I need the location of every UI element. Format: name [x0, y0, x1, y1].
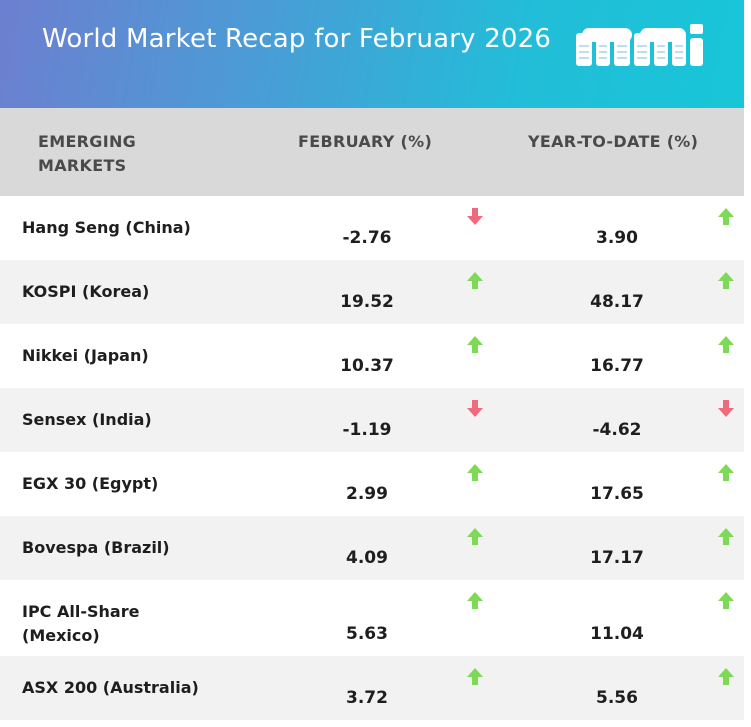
- feb-arrow-down-icon: [467, 208, 483, 226]
- ytd-arrow-up-icon: [718, 668, 734, 686]
- table-row: Bovespa (Brazil) 4.09 17.17: [0, 516, 744, 580]
- february-value: 3.72: [346, 688, 388, 708]
- february-value: 4.09: [346, 548, 388, 568]
- page-title: World Market Recap for February 2026: [42, 24, 552, 54]
- feb-arrow-up-icon: [467, 528, 483, 546]
- column-header-february: FEBRUARY (%): [298, 132, 433, 151]
- table-row: Hang Seng (China) -2.76 3.90: [0, 196, 744, 260]
- february-value: -1.19: [342, 420, 392, 440]
- ytd-value: 48.17: [590, 292, 644, 312]
- ytd-value: 17.17: [590, 548, 644, 568]
- mm-logo-icon: [576, 24, 703, 66]
- table-row: Sensex (India) -1.19 -4.62: [0, 388, 744, 452]
- feb-arrow-up-icon: [467, 272, 483, 290]
- table-row: KOSPI (Korea) 19.52 48.17: [0, 260, 744, 324]
- ytd-value: 17.65: [590, 484, 644, 504]
- column-header-ytd: YEAR-TO-DATE (%): [528, 132, 699, 151]
- feb-arrow-down-icon: [467, 400, 483, 418]
- ytd-arrow-up-icon: [718, 208, 734, 226]
- feb-arrow-up-icon: [467, 592, 483, 610]
- market-name: Sensex (India): [22, 410, 152, 429]
- february-value: 10.37: [340, 356, 394, 376]
- february-value: 2.99: [346, 484, 388, 504]
- market-name: ASX 200 (Australia): [22, 678, 199, 697]
- table-header: EMERGING MARKETS FEBRUARY (%) YEAR-TO-DA…: [0, 108, 744, 196]
- february-value: 19.52: [340, 292, 394, 312]
- market-name: EGX 30 (Egypt): [22, 474, 159, 493]
- february-value: 5.63: [346, 624, 388, 644]
- ytd-value: 3.90: [596, 228, 638, 248]
- february-value: -2.76: [342, 228, 392, 248]
- table-row: EGX 30 (Egypt) 2.99 17.65: [0, 452, 744, 516]
- ytd-value: 5.56: [596, 688, 638, 708]
- market-table: Hang Seng (China) -2.76 3.90 KOSPI (Kore…: [0, 196, 744, 720]
- table-row: IPC All-Share (Mexico) 5.63 11.04: [0, 580, 744, 656]
- column-header-market: EMERGING MARKETS: [38, 132, 137, 175]
- ytd-arrow-down-icon: [718, 400, 734, 418]
- ytd-value: -4.62: [592, 420, 642, 440]
- ytd-arrow-up-icon: [718, 528, 734, 546]
- market-name: Bovespa (Brazil): [22, 538, 170, 557]
- ytd-arrow-up-icon: [718, 336, 734, 354]
- title-banner: World Market Recap for February 2026: [0, 0, 744, 108]
- market-name: Nikkei (Japan): [22, 346, 149, 365]
- ytd-value: 16.77: [590, 356, 644, 376]
- ytd-arrow-up-icon: [718, 272, 734, 290]
- market-name: KOSPI (Korea): [22, 282, 150, 301]
- table-row: Nikkei (Japan) 10.37 16.77: [0, 324, 744, 388]
- feb-arrow-up-icon: [467, 668, 483, 686]
- table-row: ASX 200 (Australia) 3.72 5.56: [0, 656, 744, 720]
- market-name: IPC All-Share (Mexico): [22, 602, 140, 645]
- market-name: Hang Seng (China): [22, 218, 191, 237]
- feb-arrow-up-icon: [467, 336, 483, 354]
- feb-arrow-up-icon: [467, 464, 483, 482]
- ytd-value: 11.04: [590, 624, 644, 644]
- ytd-arrow-up-icon: [718, 464, 734, 482]
- ytd-arrow-up-icon: [718, 592, 734, 610]
